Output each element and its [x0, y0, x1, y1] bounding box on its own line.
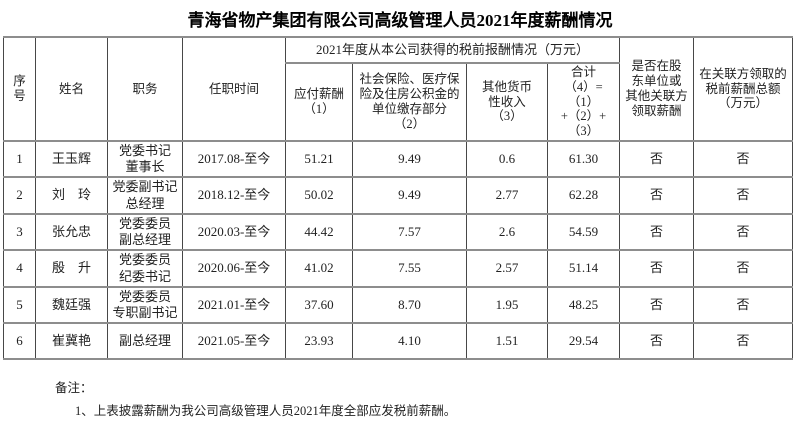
cell-total: 48.25	[546, 285, 621, 325]
cell-name: 王玉辉	[35, 139, 108, 179]
notes-label: 备注：	[55, 381, 93, 396]
table-row: 6 崔冀艳 副总经理 2021.05-至今 23.93 4.10 1.51 29…	[3, 322, 794, 361]
table-row: 1 王玉辉 党委书记 董事长 2017.08-至今 51.21 9.49 0.6…	[3, 139, 794, 179]
cell-tenure: 2021.05-至今	[182, 322, 286, 361]
cell-name: 魏廷强	[35, 285, 108, 325]
cell-total: 51.14	[546, 249, 621, 288]
cell-other-income: 2.57	[466, 249, 548, 288]
cell-other-income: 2.77	[466, 176, 548, 215]
col-header-other-income: 其他货币 性收入 （3）	[466, 62, 548, 142]
cell-seq: 4	[3, 249, 36, 288]
cell-position: 党委委员 纪委书记	[107, 249, 183, 288]
col-header-total: 合计 （4）=（1） +（2）+ （3）	[546, 62, 621, 142]
cell-name: 张允忠	[35, 212, 108, 252]
table-row: 3 张允忠 党委委员 副总经理 2020.03-至今 44.42 7.57 2.…	[3, 212, 794, 252]
cell-related-party: 否	[619, 285, 695, 325]
cell-related-amount: 否	[693, 285, 794, 325]
cell-position: 党委副书记 总经理	[107, 176, 183, 215]
cell-related-amount: 否	[693, 322, 794, 361]
cell-seq: 5	[3, 285, 36, 325]
cell-position: 党委书记 董事长	[107, 139, 183, 179]
header-row-top: 序 号 姓名 职务 任职时间 2021年度从本公司获得的税前报酬情况（万元） 是…	[3, 36, 794, 142]
col-header-name: 姓名	[35, 36, 108, 142]
cell-related-party: 否	[619, 176, 695, 215]
note-line: 1、上表披露薪酬为我公司高级管理人员2021年度全部应发税前薪酬。	[75, 404, 457, 419]
table-row: 2 刘 玲 党委副书记 总经理 2018.12-至今 50.02 9.49 2.…	[3, 176, 794, 215]
cell-insurance: 7.57	[352, 212, 467, 252]
cell-name: 殷 升	[35, 249, 108, 288]
cell-total: 29.54	[546, 322, 621, 361]
cell-tenure: 2020.06-至今	[182, 249, 286, 288]
cell-payable: 50.02	[285, 176, 353, 215]
col-header-pretax-group: 2021年度从本公司获得的税前报酬情况（万元）	[284, 36, 621, 64]
cell-name: 崔冀艳	[35, 322, 108, 361]
header-row-sub: 应付薪酬 （1） 社会保险、医疗保 险及住房公积金的 单位缴存部分 （2） 其他…	[4, 62, 793, 142]
col-header-seq: 序 号	[3, 36, 36, 142]
cell-tenure: 2020.03-至今	[182, 212, 286, 252]
table-row: 5 魏廷强 党委委员 专职副书记 2021.01-至今 37.60 8.70 1…	[3, 285, 794, 325]
cell-related-amount: 否	[693, 176, 794, 215]
cell-insurance: 9.49	[352, 139, 467, 179]
cell-position: 党委委员 专职副书记	[107, 285, 183, 325]
cell-other-income: 1.95	[466, 285, 548, 325]
col-header-tenure: 任职时间	[182, 36, 286, 142]
col-header-insurance: 社会保险、医疗保 险及住房公积金的 单位缴存部分 （2）	[352, 62, 467, 142]
cell-payable: 41.02	[285, 249, 353, 288]
col-header-payable: 应付薪酬 （1）	[285, 62, 353, 142]
cell-related-party: 否	[619, 322, 695, 361]
cell-payable: 37.60	[285, 285, 353, 325]
cell-related-amount: 否	[693, 139, 794, 179]
cell-related-amount: 否	[693, 212, 794, 252]
cell-seq: 3	[3, 212, 36, 252]
page-title: 青海省物产集团有限公司高级管理人员2021年度薪酬情况	[187, 11, 613, 30]
cell-payable: 44.42	[285, 212, 353, 252]
cell-total: 62.28	[546, 176, 621, 215]
cell-insurance: 7.55	[352, 249, 467, 288]
col-header-related-party: 是否在股 东单位或 其他关联方 领取薪酬	[619, 36, 695, 142]
cell-total: 61.30	[546, 139, 621, 179]
cell-tenure: 2017.08-至今	[182, 139, 286, 179]
table-row: 4 殷 升 党委委员 纪委书记 2020.06-至今 41.02 7.55 2.…	[3, 249, 794, 288]
cell-tenure: 2021.01-至今	[182, 285, 286, 325]
cell-payable: 51.21	[285, 139, 353, 179]
cell-other-income: 0.6	[466, 139, 548, 179]
cell-position: 副总经理	[107, 322, 183, 361]
cell-related-amount: 否	[693, 249, 794, 288]
cell-insurance: 8.70	[352, 285, 467, 325]
cell-seq: 6	[3, 322, 36, 361]
cell-seq: 2	[3, 176, 36, 215]
cell-payable: 23.93	[285, 322, 353, 361]
cell-seq: 1	[3, 139, 36, 179]
cell-total: 54.59	[546, 212, 621, 252]
col-header-position: 职务	[107, 36, 183, 142]
cell-other-income: 2.6	[466, 212, 548, 252]
cell-position: 党委委员 副总经理	[107, 212, 183, 252]
cell-related-party: 否	[619, 212, 695, 252]
col-header-related-amount: 在关联方领取的 税前薪酬总额 （万元）	[693, 36, 794, 142]
cell-other-income: 1.51	[466, 322, 548, 361]
cell-insurance: 4.10	[352, 322, 467, 361]
cell-related-party: 否	[619, 249, 695, 288]
cell-tenure: 2018.12-至今	[182, 176, 286, 215]
cell-insurance: 9.49	[352, 176, 467, 215]
salary-table: 序 号 姓名 职务 任职时间 2021年度从本公司获得的税前报酬情况（万元） 是…	[3, 36, 794, 361]
cell-related-party: 否	[619, 139, 695, 179]
cell-name: 刘 玲	[35, 176, 108, 215]
notes-section: 备注： 1、上表披露薪酬为我公司高级管理人员2021年度全部应发税前薪酬。	[55, 377, 800, 419]
